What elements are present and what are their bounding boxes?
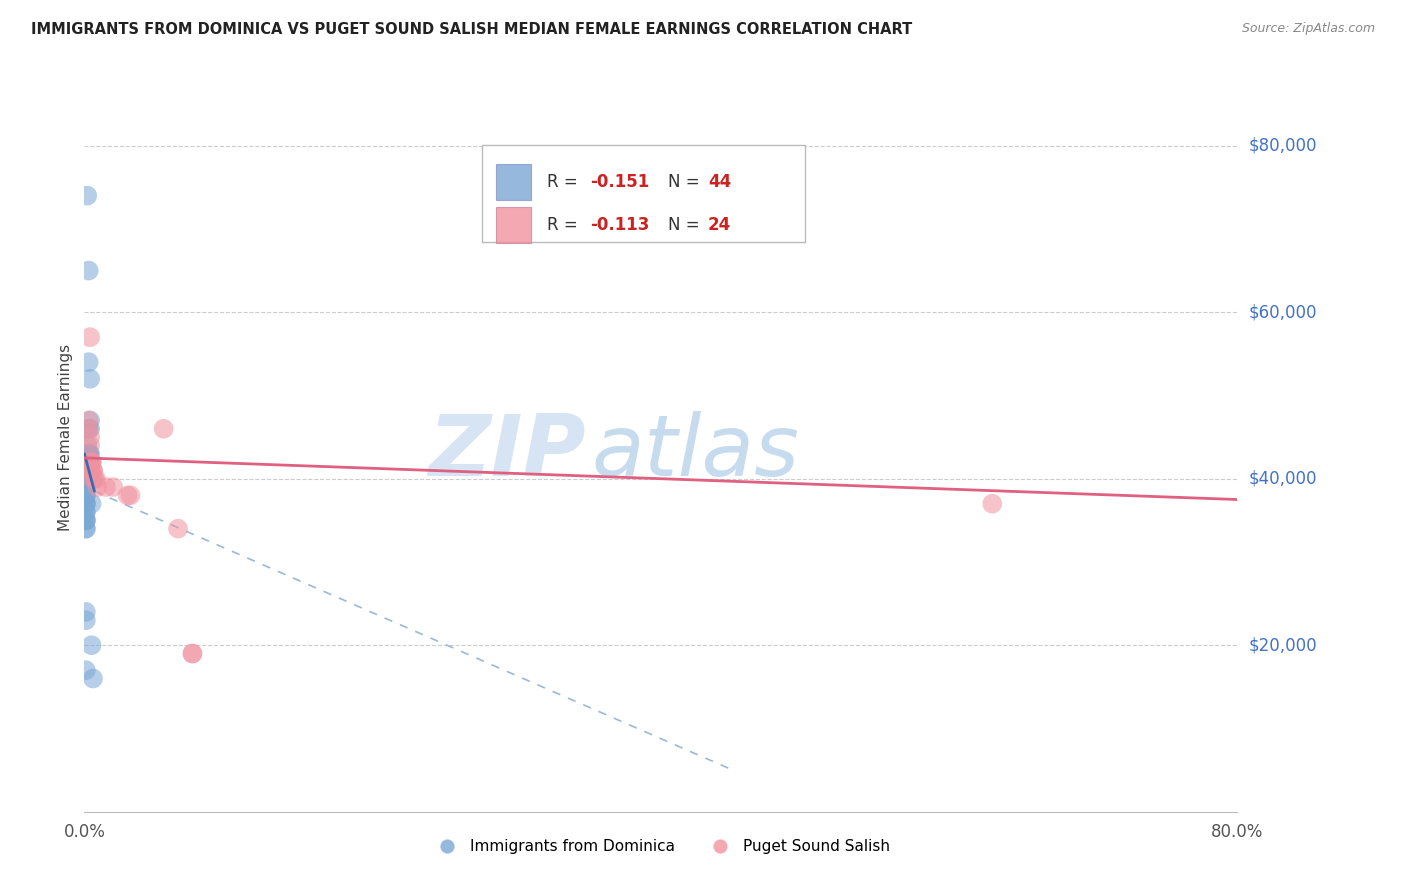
Point bbox=[167, 522, 190, 536]
Text: atlas: atlas bbox=[592, 410, 800, 493]
Point bbox=[77, 422, 100, 436]
Text: ZIP: ZIP bbox=[429, 410, 586, 493]
Point bbox=[83, 472, 105, 486]
Point bbox=[75, 663, 97, 677]
Text: -0.151: -0.151 bbox=[591, 173, 650, 191]
Point bbox=[79, 455, 101, 469]
Point bbox=[80, 455, 103, 469]
Text: R =: R = bbox=[547, 173, 582, 191]
Point bbox=[79, 447, 101, 461]
Y-axis label: Median Female Earnings: Median Female Earnings bbox=[58, 343, 73, 531]
Point bbox=[103, 480, 124, 494]
Point bbox=[76, 463, 98, 477]
Point bbox=[75, 522, 97, 536]
Point bbox=[79, 430, 101, 444]
Point bbox=[152, 422, 174, 436]
FancyBboxPatch shape bbox=[496, 164, 530, 200]
FancyBboxPatch shape bbox=[482, 145, 806, 243]
Point bbox=[75, 497, 97, 511]
Point bbox=[75, 497, 97, 511]
Point bbox=[76, 472, 98, 486]
Point bbox=[181, 647, 204, 661]
Point bbox=[77, 422, 100, 436]
Text: N =: N = bbox=[668, 216, 704, 234]
Point bbox=[77, 447, 100, 461]
Point bbox=[79, 372, 101, 386]
Point bbox=[76, 472, 98, 486]
Point bbox=[75, 480, 97, 494]
Point bbox=[181, 647, 204, 661]
Point bbox=[75, 488, 97, 502]
Point bbox=[77, 463, 100, 477]
FancyBboxPatch shape bbox=[496, 207, 530, 243]
Point bbox=[117, 488, 139, 502]
Point bbox=[80, 455, 103, 469]
Point bbox=[75, 513, 97, 527]
Point bbox=[77, 355, 100, 369]
Point bbox=[75, 522, 97, 536]
Point bbox=[76, 438, 98, 452]
Point bbox=[981, 497, 1004, 511]
Point bbox=[76, 188, 98, 202]
Point bbox=[75, 472, 97, 486]
Point bbox=[77, 447, 100, 461]
Point bbox=[75, 505, 97, 519]
Point bbox=[79, 422, 101, 436]
Text: $20,000: $20,000 bbox=[1249, 636, 1317, 654]
Point bbox=[75, 497, 97, 511]
Text: $80,000: $80,000 bbox=[1249, 136, 1317, 154]
Point bbox=[79, 413, 101, 427]
Point bbox=[75, 613, 97, 627]
Point bbox=[82, 463, 104, 477]
Text: $60,000: $60,000 bbox=[1249, 303, 1317, 321]
Point bbox=[82, 672, 104, 686]
Point bbox=[75, 513, 97, 527]
Point bbox=[75, 472, 97, 486]
Text: R =: R = bbox=[547, 216, 582, 234]
Point bbox=[75, 480, 97, 494]
Point bbox=[80, 497, 103, 511]
Text: 44: 44 bbox=[709, 173, 731, 191]
Legend: Immigrants from Dominica, Puget Sound Salish: Immigrants from Dominica, Puget Sound Sa… bbox=[425, 833, 897, 860]
Text: -0.113: -0.113 bbox=[591, 216, 650, 234]
Point bbox=[77, 263, 100, 277]
Text: Source: ZipAtlas.com: Source: ZipAtlas.com bbox=[1241, 22, 1375, 36]
Point bbox=[82, 472, 104, 486]
Point bbox=[82, 463, 104, 477]
Point bbox=[75, 488, 97, 502]
Text: N =: N = bbox=[668, 173, 704, 191]
Point bbox=[79, 463, 101, 477]
Point bbox=[75, 488, 97, 502]
Point bbox=[86, 480, 108, 494]
Text: $40,000: $40,000 bbox=[1249, 470, 1317, 488]
Point bbox=[75, 513, 97, 527]
Point bbox=[77, 463, 100, 477]
Point bbox=[77, 447, 100, 461]
Point bbox=[75, 605, 97, 619]
Text: IMMIGRANTS FROM DOMINICA VS PUGET SOUND SALISH MEDIAN FEMALE EARNINGS CORRELATIO: IMMIGRANTS FROM DOMINICA VS PUGET SOUND … bbox=[31, 22, 912, 37]
Point bbox=[79, 438, 101, 452]
Point bbox=[94, 480, 117, 494]
Point bbox=[120, 488, 142, 502]
Text: 24: 24 bbox=[709, 216, 731, 234]
Point bbox=[80, 638, 103, 652]
Point bbox=[76, 455, 98, 469]
Point bbox=[77, 455, 100, 469]
Point bbox=[80, 463, 103, 477]
Point bbox=[79, 330, 101, 344]
Point bbox=[80, 455, 103, 469]
Point bbox=[75, 505, 97, 519]
Point bbox=[77, 413, 100, 427]
Point bbox=[84, 472, 107, 486]
